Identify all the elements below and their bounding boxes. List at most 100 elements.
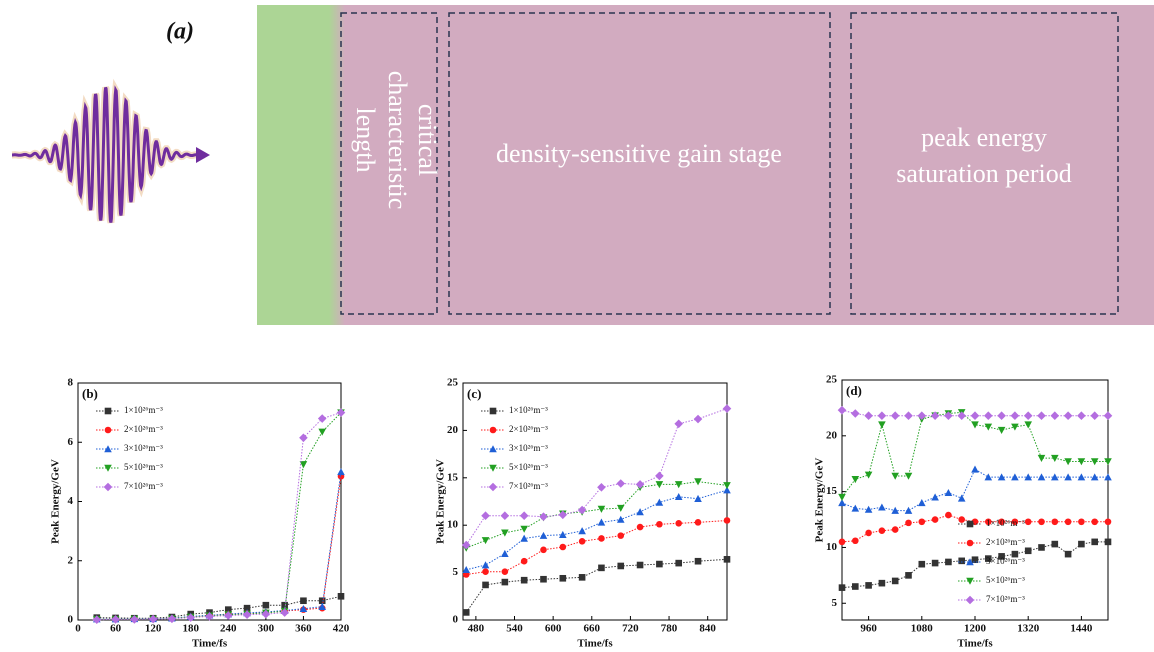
- x-tick-label: 300: [258, 623, 275, 635]
- marker: [891, 577, 899, 585]
- y-tick-label: 8: [68, 377, 74, 389]
- marker: [167, 614, 177, 624]
- marker: [1024, 547, 1032, 555]
- marker: [318, 602, 327, 610]
- marker: [1037, 454, 1046, 462]
- legend-marker: [104, 426, 112, 434]
- marker: [675, 520, 683, 527]
- marker: [242, 610, 252, 619]
- stage-label: saturation period: [896, 159, 1071, 188]
- marker: [694, 494, 702, 502]
- legend-marker: [103, 482, 113, 492]
- marker: [931, 516, 939, 523]
- legend-label: 5×10²⁶m⁻³: [124, 462, 163, 472]
- legend-label: 7×10²⁶m⁻³: [124, 481, 163, 491]
- plasma-region: [257, 5, 1154, 325]
- legend-label: 1×10²⁶m⁻³: [986, 518, 1025, 528]
- marker: [539, 531, 548, 539]
- marker: [1090, 411, 1099, 421]
- legend-marker: [488, 482, 498, 492]
- legend-label: 7×10²⁶m⁻³: [509, 481, 548, 491]
- marker: [1011, 423, 1019, 431]
- marker: [723, 486, 731, 494]
- marker: [891, 506, 899, 514]
- marker: [1050, 411, 1060, 421]
- marker: [1037, 473, 1046, 481]
- marker: [1011, 473, 1019, 481]
- marker: [501, 578, 509, 586]
- marker: [462, 565, 471, 574]
- panel-a: (a) critical characteristic length densi…: [11, 5, 1154, 325]
- marker: [520, 557, 528, 565]
- marker: [261, 609, 271, 619]
- laser-pulse-icon: [11, 78, 210, 224]
- marker: [281, 601, 288, 609]
- marker: [616, 504, 625, 512]
- x-axis-title: Time/fs: [192, 638, 228, 650]
- marker: [917, 411, 927, 421]
- marker: [1051, 473, 1059, 481]
- marker: [519, 511, 529, 521]
- chart-title: (d): [846, 383, 862, 398]
- legend-marker: [966, 520, 974, 528]
- x-tick-label: 180: [182, 623, 199, 635]
- marker: [559, 530, 567, 538]
- legend-marker: [489, 407, 497, 415]
- marker: [1051, 540, 1059, 548]
- y-tick-label: 10: [447, 519, 459, 531]
- marker: [944, 411, 953, 421]
- marker: [865, 582, 872, 589]
- marker: [655, 498, 664, 506]
- marker: [1078, 518, 1085, 526]
- y-tick-label: 10: [826, 541, 838, 553]
- marker: [482, 568, 489, 575]
- marker: [597, 482, 606, 492]
- legend-marker: [489, 426, 497, 434]
- marker: [837, 405, 847, 415]
- marker: [1091, 538, 1098, 546]
- marker: [723, 556, 731, 563]
- marker: [559, 543, 567, 551]
- marker: [904, 411, 913, 421]
- y-tick-label: 20: [826, 429, 838, 441]
- marker: [1090, 458, 1099, 466]
- legend-label: 1×10²⁶m⁻³: [124, 405, 163, 415]
- chart-title: (c): [467, 386, 481, 401]
- marker: [674, 419, 684, 429]
- marker: [918, 498, 926, 507]
- marker: [224, 606, 232, 613]
- marker: [984, 423, 993, 431]
- marker: [1024, 473, 1032, 481]
- marker: [1077, 473, 1086, 481]
- series-line: [466, 520, 728, 575]
- marker: [539, 512, 548, 521]
- marker: [958, 516, 965, 523]
- stage-label: density-sensitive gain stage: [496, 139, 782, 168]
- marker: [1023, 411, 1033, 421]
- marker: [958, 557, 965, 565]
- marker: [205, 612, 214, 621]
- marker: [852, 537, 859, 545]
- marker: [931, 559, 939, 567]
- marker: [891, 472, 899, 480]
- y-tick-label: 6: [68, 436, 74, 448]
- marker: [851, 409, 860, 418]
- legend-label: 3×10²⁶m⁻³: [509, 443, 548, 453]
- marker: [500, 511, 510, 521]
- marker: [674, 492, 683, 501]
- marker: [540, 546, 547, 554]
- marker: [299, 604, 308, 613]
- x-tick-label: 1440: [1070, 623, 1093, 635]
- marker: [317, 414, 327, 423]
- marker: [1063, 411, 1073, 421]
- legend-label: 2×10²⁶m⁻³: [986, 537, 1025, 547]
- marker: [1064, 473, 1072, 481]
- marker: [985, 555, 992, 562]
- chart: 0 60 120 180 240 300 360 420 0 2 4 6 8 (b) Time/fs Peak…: [50, 377, 350, 650]
- marker: [655, 471, 664, 481]
- marker: [971, 465, 979, 473]
- marker: [971, 421, 979, 429]
- marker: [462, 609, 470, 616]
- x-tick-label: 600: [545, 623, 562, 635]
- plot-frame: [462, 382, 728, 621]
